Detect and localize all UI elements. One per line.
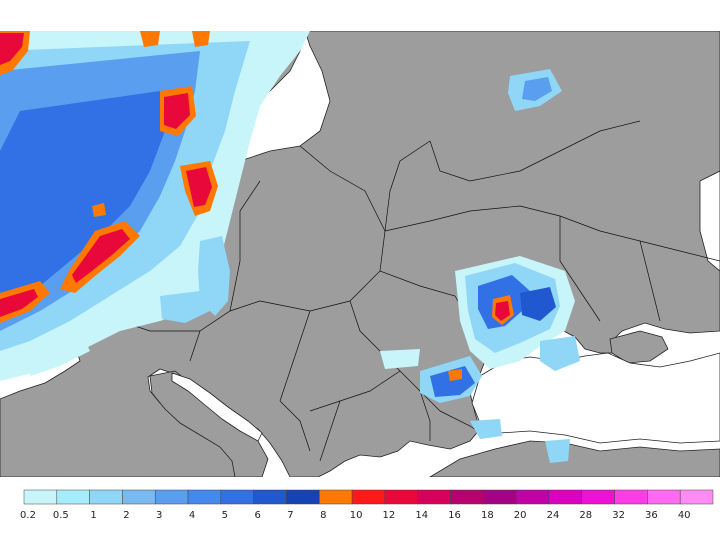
- legend-label: 32: [612, 510, 625, 521]
- legend-swatch: [679, 489, 714, 505]
- color-scale-legend: 0.2 0.5 1 2 3 4 5 6 7 8 10 12 14 16 18 20 24 28 32 36 40: [20, 489, 714, 521]
- legend-swatch: [187, 489, 222, 505]
- legend-label: 2: [123, 510, 129, 521]
- legend-label: 28: [579, 510, 592, 521]
- legend-label: 16: [448, 510, 461, 521]
- legend-labels: 0.2 0.5 1 2 3 4 5 6 7 8 10 12 14 16 18 20 24 28 32 36 40: [20, 510, 691, 521]
- legend-swatches: [23, 489, 714, 505]
- legend-label: 6: [254, 510, 260, 521]
- anatolia-land: [429, 440, 720, 477]
- black-sea: [471, 352, 720, 444]
- legend-label: 0.5: [53, 510, 69, 521]
- legend-label: 4: [189, 510, 195, 521]
- adriatic-sea: [171, 372, 263, 442]
- legend-swatch: [483, 489, 517, 505]
- legend-label: 3: [156, 510, 162, 521]
- legend-label: 8: [320, 510, 326, 521]
- precipitation-central: [30, 69, 562, 376]
- legend-swatch: [647, 489, 681, 505]
- legend-swatch: [286, 489, 320, 505]
- legend-swatch: [515, 489, 550, 505]
- legend-label: 24: [547, 510, 560, 521]
- legend-label: 5: [222, 510, 228, 521]
- legend-label: 40: [678, 510, 691, 521]
- legend-swatch: [614, 489, 648, 505]
- precipitation-heavy-west: [0, 31, 218, 323]
- legend-swatch: [23, 489, 58, 505]
- legend-swatch: [581, 489, 615, 505]
- legend-swatch: [351, 489, 386, 505]
- legend-swatch: [253, 489, 287, 505]
- crimea-land: [609, 330, 669, 364]
- legend-swatch: [319, 489, 353, 505]
- legend-swatch: [122, 489, 156, 505]
- precipitation-map: [0, 31, 720, 477]
- legend-swatch: [56, 489, 90, 505]
- legend-label: 1: [90, 510, 96, 521]
- legend-swatch: [89, 489, 123, 505]
- legend-swatch: [450, 489, 484, 505]
- legend-label: 0.2: [20, 510, 36, 521]
- legend-swatch: [220, 489, 254, 505]
- legend-label: 12: [383, 510, 396, 521]
- legend-label: 36: [645, 510, 658, 521]
- legend-label: 14: [415, 510, 428, 521]
- legend-label: 7: [287, 510, 293, 521]
- legend-swatch: [548, 489, 583, 505]
- legend-label: 10: [350, 510, 363, 521]
- legend-label: 18: [481, 510, 494, 521]
- precipitation-east: [380, 256, 580, 463]
- caspian-sea: [699, 170, 720, 272]
- legend-swatch: [154, 489, 189, 505]
- legend-swatch: [417, 489, 451, 505]
- legend-label: 20: [514, 510, 527, 521]
- legend-swatch: [384, 489, 418, 505]
